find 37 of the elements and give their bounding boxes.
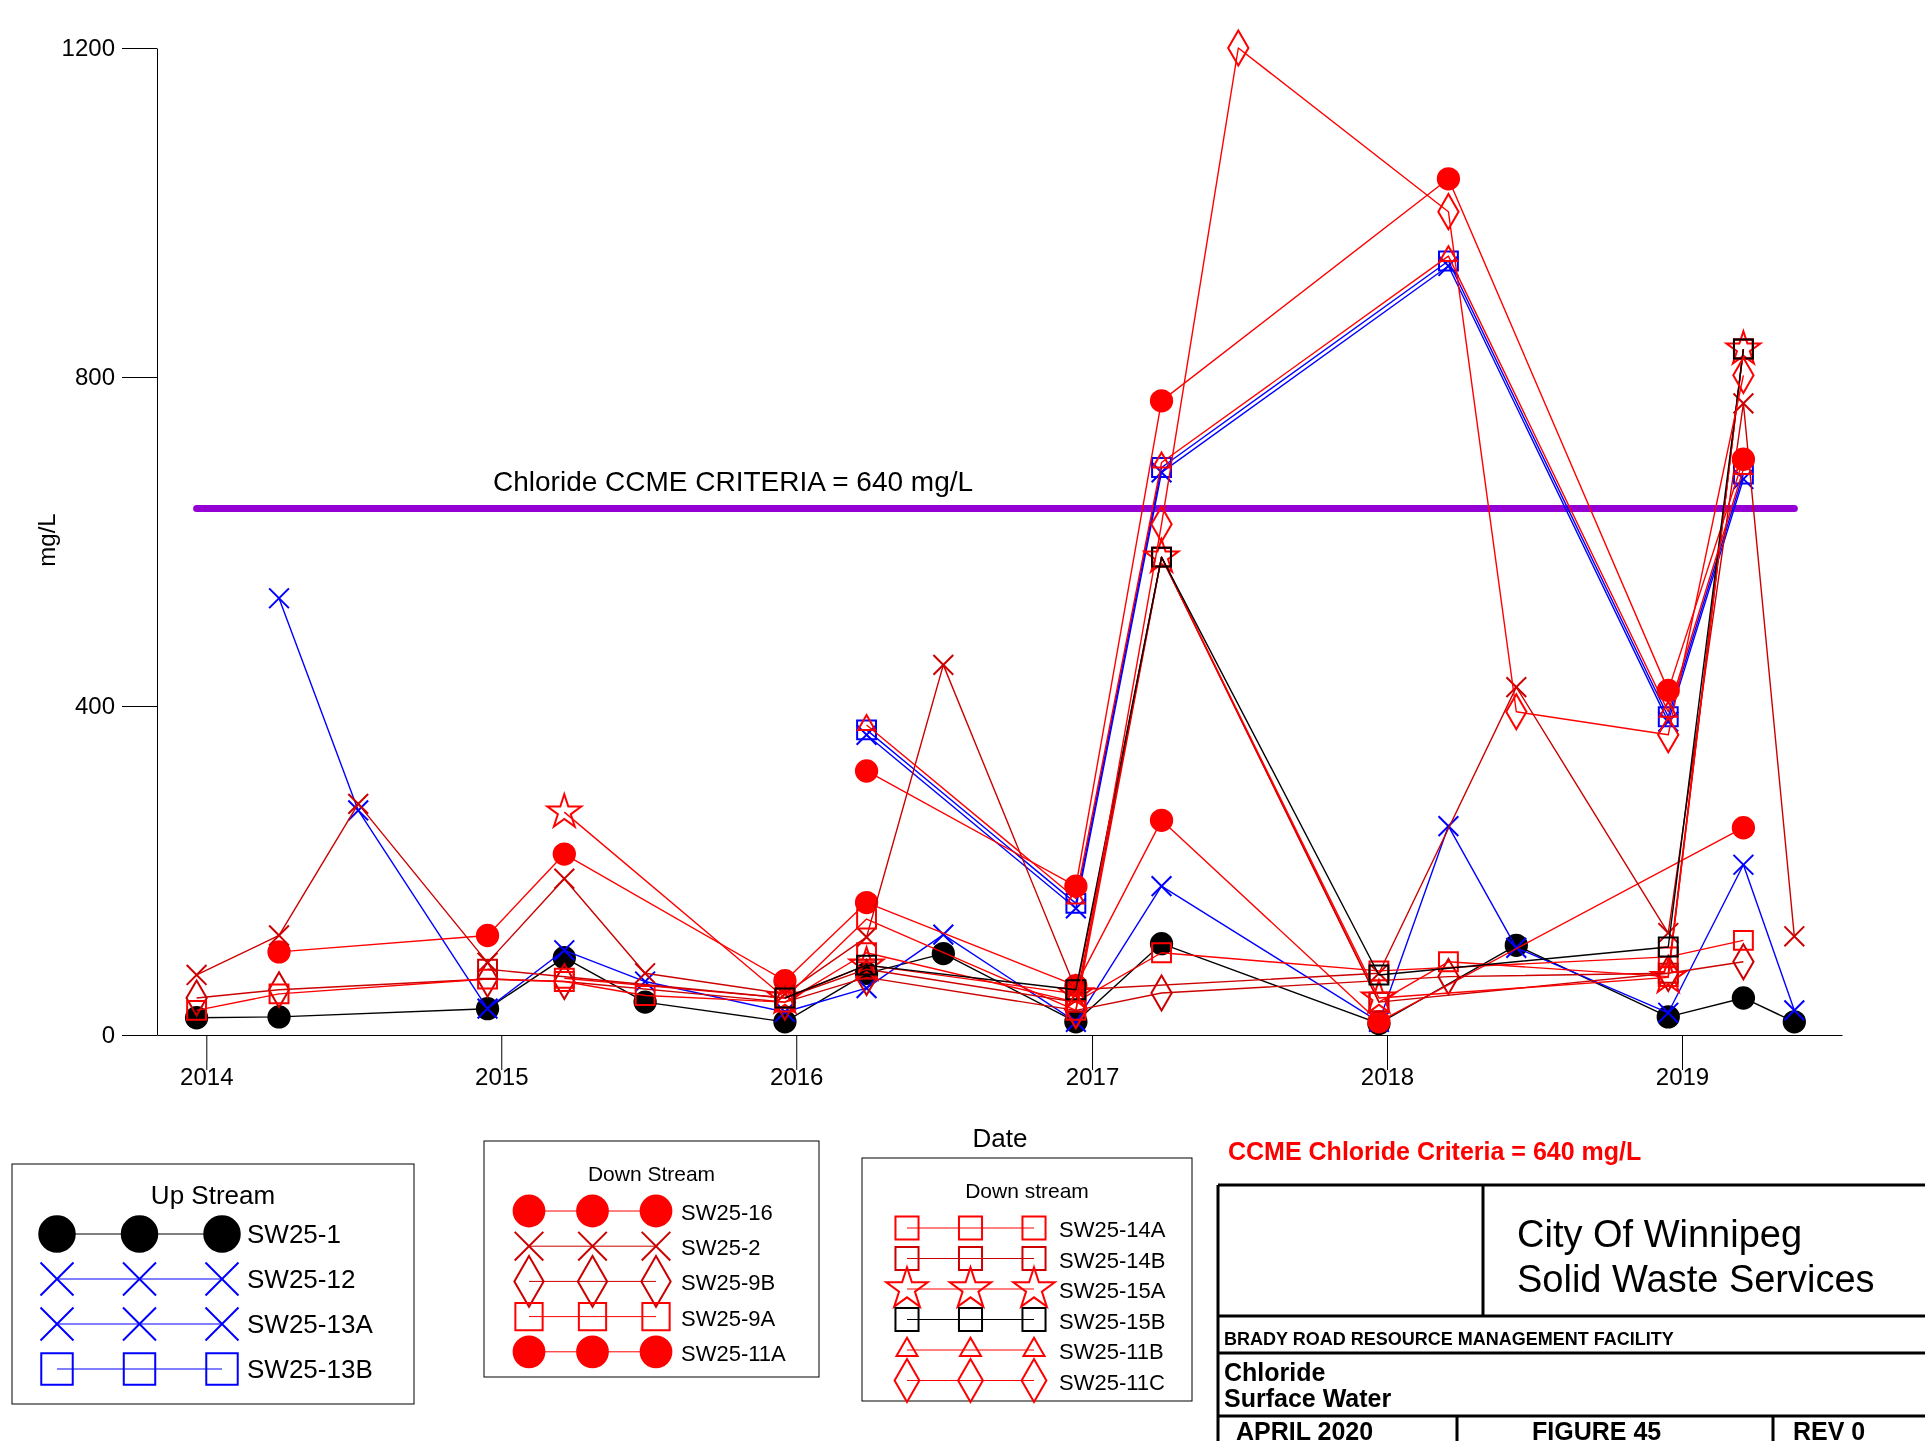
- legend-label: SW25-9B: [681, 1270, 776, 1296]
- y-tick-label: 400: [74, 692, 115, 720]
- y-tick-label: 1200: [61, 34, 115, 62]
- legend-label: SW25-12: [247, 1264, 356, 1294]
- y-axis-title: mg/L: [33, 513, 60, 567]
- legend-label: SW25-11A: [681, 1340, 787, 1366]
- legend-label: SW25-11B: [1059, 1339, 1164, 1364]
- x-tick-label: 2018: [1360, 1063, 1415, 1090]
- legend-label: SW25-11C: [1059, 1369, 1166, 1395]
- legend-label: SW25-2: [681, 1235, 761, 1261]
- y-tick-label: 0: [101, 1021, 115, 1049]
- text: Down Stream: [587, 1162, 716, 1185]
- text: Up Stream: [150, 1180, 276, 1210]
- text: Surface Water: [1224, 1384, 1392, 1412]
- y-tick-label: 800: [74, 363, 115, 391]
- legend-label: SW25-9A: [681, 1305, 776, 1331]
- text: Solid Waste Services: [1517, 1258, 1875, 1300]
- legend-label: SW25-15A: [1059, 1278, 1166, 1303]
- x-tick-label: 2016: [770, 1063, 824, 1090]
- text: BRADY ROAD RESOURCE MANAGEMENT FACILITY: [1224, 1329, 1674, 1349]
- legend-label: SW25-14B: [1059, 1247, 1166, 1273]
- legend-label: SW25-1: [247, 1219, 341, 1249]
- legend-label: SW25-14A: [1059, 1217, 1166, 1242]
- legend-label: SW25-15B: [1059, 1308, 1166, 1334]
- x-tick-label: 2014: [180, 1063, 234, 1090]
- legend-label: SW25-16: [681, 1200, 773, 1225]
- text: Chloride: [1224, 1358, 1326, 1386]
- x-tick-label: 2017: [1065, 1063, 1120, 1090]
- x-axis-title: Date: [972, 1123, 1028, 1153]
- text: Down stream: [965, 1179, 1089, 1202]
- legend-label: SW25-13B: [247, 1354, 373, 1384]
- x-tick-label: 2019: [1655, 1063, 1710, 1090]
- text: City Of Winnipeg: [1517, 1213, 1803, 1255]
- ref-line-label: Chloride CCME CRITERIA = 640 mg/L: [493, 465, 974, 497]
- legend-label: SW25-13A: [247, 1309, 374, 1339]
- x-tick-label: 2015: [475, 1063, 529, 1090]
- text: CCME Chloride Criteria = 640 mg/L: [1228, 1137, 1642, 1165]
